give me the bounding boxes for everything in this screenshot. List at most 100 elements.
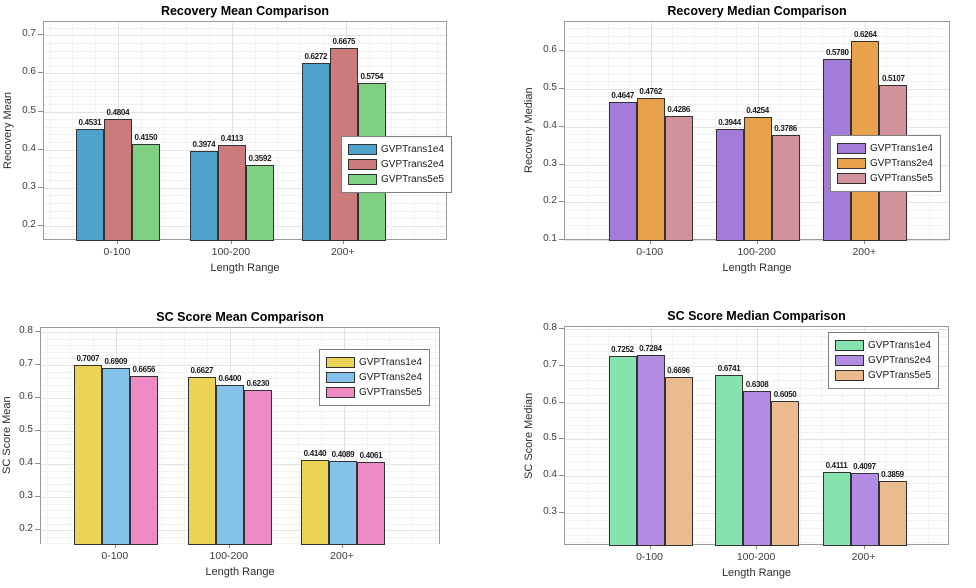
legend-swatch [348,174,377,185]
gridline-minor [44,142,446,143]
gridline-minor [41,338,439,340]
y-tick-mark [35,529,40,531]
bar-GVPTrans1e4-200+ [301,459,329,545]
value-label: 0.6272 [304,52,328,62]
bar-GVPTrans5e5-0-100 [664,115,693,241]
y-tick-label: 0.4 [543,119,557,131]
value-label: 0.4089 [331,450,355,460]
legend-swatch [835,355,864,366]
bar-GVPTrans2e4-0-100 [101,368,130,545]
legend: GVPTrans1e4 GVPTrans2e4 GVPTrans5e5 [341,136,452,193]
value-label: 0.4286 [667,104,691,114]
y-tick-mark [559,163,564,165]
value-label: 0.6400 [218,373,242,383]
subplot-recovery-median: Recovery Median Comparison 0.4647 0.3944 0.… [488,0,976,294]
legend-item-GVPTrans1e4: GVPTrans1e4 [837,141,933,156]
x-tick-label: 100-200 [209,550,249,562]
gridline-v-minor [140,22,142,239]
gridline-major [565,50,949,52]
legend-label: GVPTrans1e4 [359,357,422,368]
gridline-minor [565,387,948,389]
gridline-v-minor [70,328,72,543]
legend-item-GVPTrans5e5: GVPTrans5e5 [837,171,933,186]
y-tick-label: 0.3 [19,490,33,502]
bar-GVPTrans5e5-100-200 [771,400,800,546]
gridline-minor [565,103,949,105]
gridline-v-minor [209,22,211,239]
y-tick-label: 0.6 [543,395,557,407]
legend-label: GVPTrans2e4 [359,372,422,383]
y-tick-label: 0.3 [543,157,557,169]
y-axis-label: Recovery Median [523,87,535,174]
legend-swatch [835,370,864,381]
gridline-minor [565,73,949,75]
gridline-v-minor [842,327,844,544]
legend-swatch [348,144,377,155]
gridline-minor [565,111,949,113]
value-label: 0.6741 [717,364,741,374]
y-tick-mark [35,430,40,432]
value-label: 0.6308 [745,380,769,390]
x-tick-label: 0-100 [636,246,664,258]
value-label: 0.5780 [825,48,849,58]
y-tick-label: 0.6 [19,391,33,402]
gridline-v-minor [300,22,302,239]
gridline-minor [565,350,948,352]
gridline-v-minor [586,22,588,239]
plot-area: 0.4647 0.3944 0.5780 0.4762 0.4254 0.6264 0.42… [564,21,950,242]
y-tick-mark [38,148,43,150]
gridline-minor [565,35,949,37]
gridline-v-major [343,328,345,543]
bar-GVPTrans1e4-0-100 [608,102,637,241]
gridline-v-major [231,22,233,239]
bar-GVPTrans2e4-100-200 [743,391,772,546]
bar-GVPTrans1e4-100-200 [189,150,218,241]
gridline-v-minor [49,22,51,239]
gridline-v-minor [906,327,908,544]
bar-GVPTrans2e4-100-200 [743,117,772,241]
bar-GVPTrans5e5-0-100 [664,376,693,546]
y-tick-label: 0.8 [543,321,557,333]
value-label: 0.4531 [78,118,102,128]
x-axis-label: Length Range [722,262,792,274]
gridline-v-minor [412,328,414,543]
gridline-minor [565,380,948,382]
bar-GVPTrans1e4-100-200 [715,128,744,241]
gridline-major [44,73,446,75]
gridline-v-minor [47,328,49,543]
gridline-v-minor [800,22,802,239]
gridline-minor [565,58,949,60]
y-tick-label: 0.7 [543,358,557,370]
legend-swatch [326,387,355,398]
x-tick-mark [863,545,865,549]
gridline-major [565,328,948,330]
legend-item-GVPTrans5e5: GVPTrans5e5 [326,385,422,400]
value-label: 0.4111 [825,461,848,470]
value-label: 0.5754 [360,71,384,81]
x-tick-label: 100-200 [737,246,776,258]
value-label: 0.3859 [881,470,904,480]
y-tick-label: 0.2 [543,195,557,207]
gridline-v-minor [693,22,695,239]
bar-GVPTrans1e4-0-100 [75,129,104,241]
gridline-minor [565,81,949,83]
gridline-minor [44,96,446,98]
gridline-major [565,365,948,367]
bar-GVPTrans1e4-100-200 [715,375,744,546]
gridline-v-minor [163,22,165,239]
y-tick-mark [559,49,564,51]
legend-label: GVPTrans1e4 [870,143,933,154]
y-axis-label: SC Score Mean [1,396,13,475]
gridline-v-minor [298,328,300,543]
legend-item-GVPTrans5e5: GVPTrans5e5 [835,368,931,383]
gridline-v-minor [435,328,436,543]
value-label: 0.6230 [246,379,270,389]
legend: GVPTrans1e4 GVPTrans2e4 GVPTrans5e5 [830,135,941,192]
gridline-minor [44,42,446,44]
value-label: 0.4140 [303,448,327,458]
legend-label: GVPTrans5e5 [359,387,422,398]
y-tick-label: 0.7 [19,358,33,369]
bar-GVPTrans5e5-200+ [878,481,907,546]
value-label: 0.3944 [718,117,741,127]
x-tick-mark [649,240,651,244]
